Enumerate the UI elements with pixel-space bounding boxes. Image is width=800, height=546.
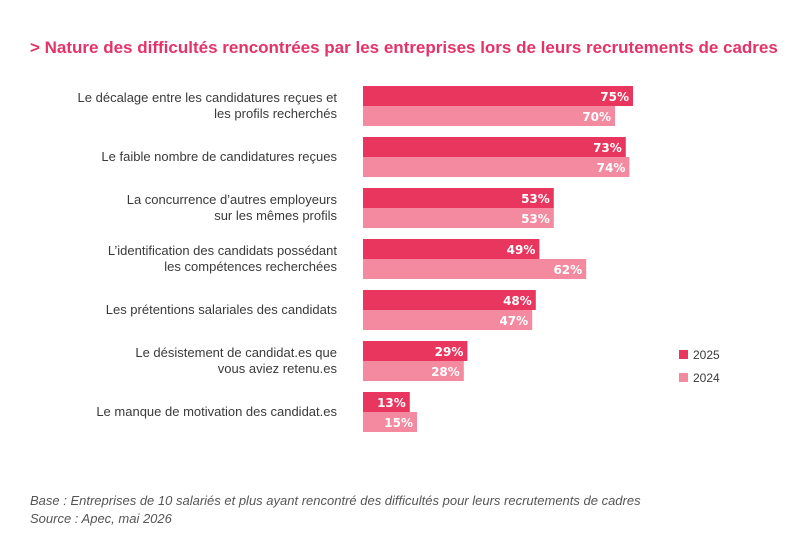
legend-swatch-2024 (679, 373, 688, 382)
legend-swatch-2025 (679, 350, 688, 359)
category-label: Les prétentions salariales des candidats (106, 302, 338, 317)
value-label-2025: 49% (507, 243, 536, 257)
value-label-2024: 70% (582, 110, 611, 124)
value-label-2024: 28% (431, 365, 460, 379)
value-label-2025: 13% (377, 396, 406, 410)
value-labels: 75% 70% 73% 74% 53% 53% 49% 62% 48% 47% 29% 28% 13% 1… (377, 90, 629, 430)
bar-2025 (363, 341, 468, 361)
value-label-2025: 75% (600, 90, 629, 104)
bar-2025 (363, 239, 540, 259)
bar-2024 (363, 259, 587, 279)
value-label-2024: 74% (597, 161, 626, 175)
value-label-2025: 48% (503, 294, 532, 308)
footnote-source: Source : Apec, mai 2026 (30, 511, 172, 526)
bar-2024 (363, 208, 554, 228)
bar-2024 (363, 412, 417, 432)
bar-2024 (363, 106, 615, 126)
category-label: L’identification des candidats possédant… (108, 243, 338, 274)
footnote-base: Base : Entreprises de 10 salariés et plu… (30, 493, 641, 508)
category-label: Le manque de motivation des candidat.es (96, 404, 337, 419)
legend: 2025 2024 (679, 348, 720, 385)
value-label-2024: 62% (553, 263, 582, 277)
bars (363, 86, 633, 432)
bar-2025 (363, 86, 633, 106)
legend-label-2025: 2025 (693, 348, 720, 362)
bar-2024 (363, 361, 464, 381)
value-label-2025: 29% (435, 345, 464, 359)
category-label: Le faible nombre de candidatures reçues (101, 149, 337, 164)
category-label: La concurrence d’autres employeurs sur le… (127, 192, 338, 223)
chart-title: > Nature des difficultés rencontrées par… (30, 38, 778, 57)
value-label-2025: 73% (593, 141, 622, 155)
category-labels: Le décalage entre les candidatures reçue… (78, 90, 338, 419)
bar-2024 (363, 157, 630, 177)
category-label: Le désistement de candidat.es que vous av… (135, 345, 337, 376)
value-label-2024: 47% (499, 314, 528, 328)
bar-2025 (363, 290, 536, 310)
legend-label-2024: 2024 (693, 371, 720, 385)
value-label-2024: 53% (521, 212, 550, 226)
value-label-2025: 53% (521, 192, 550, 206)
bar-2024 (363, 310, 533, 330)
value-label-2024: 15% (384, 416, 413, 430)
bar-2025 (363, 137, 626, 157)
category-label: Le décalage entre les candidatures reçue… (78, 90, 338, 121)
bar-2025 (363, 188, 554, 208)
bar-2025 (363, 392, 410, 412)
